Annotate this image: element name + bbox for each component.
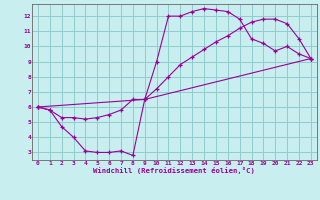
X-axis label: Windchill (Refroidissement éolien,°C): Windchill (Refroidissement éolien,°C) bbox=[93, 167, 255, 174]
